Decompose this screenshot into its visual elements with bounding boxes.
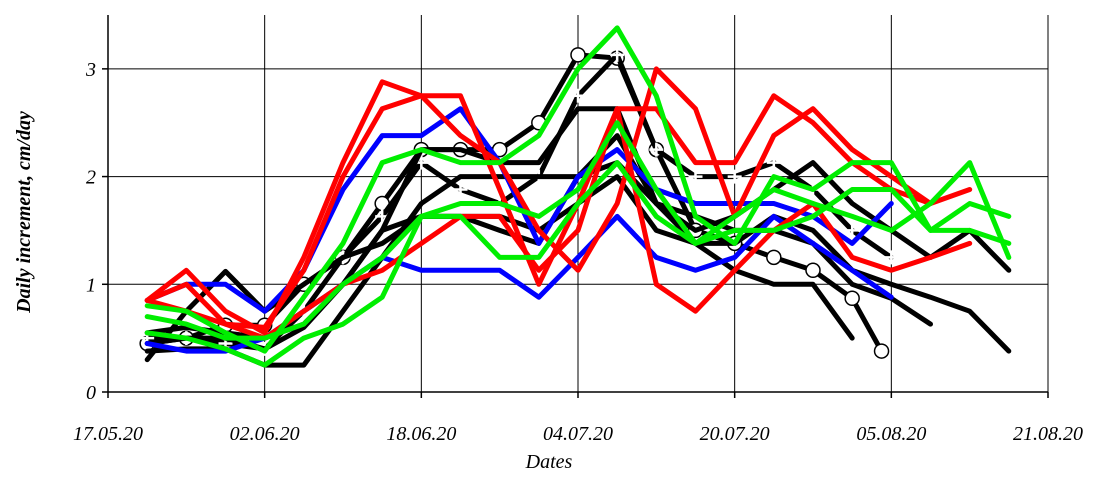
data-point-plus [571,88,585,103]
series-12 [144,25,1012,354]
data-point-plus [845,223,860,238]
series-7 [144,106,894,314]
series-line [144,25,1012,354]
x-tick-label: 21.08.20 [1013,423,1083,445]
y-tick-label: 3 [85,59,96,81]
data-point-circle [873,343,890,359]
x-tick-label: 05.08.20 [856,423,926,445]
data-point-circle [844,290,860,307]
x-axis-title: Dates [525,451,573,473]
y-tick-label: 2 [86,167,96,189]
data-point-plus [884,250,899,265]
series-13 [144,120,1012,368]
series-line [144,160,933,368]
x-tick-label: 17.05.20 [73,423,143,445]
series-line [144,66,933,330]
x-tick-label: 18.06.20 [386,423,456,445]
series-10 [144,66,933,330]
data-point-plus [649,142,664,157]
data-point-circle [570,47,586,63]
data-point-plus [766,155,781,170]
data-point-plus [727,169,742,184]
series-line [144,120,1012,368]
data-point-circle [766,249,782,266]
series-4 [144,160,933,368]
x-tick-label: 04.07.20 [543,423,613,445]
series-14 [144,160,1012,341]
tick-labels: 17.05.20 02.06.20 18.06.20 04.07.20 20.07.20… [73,59,1083,445]
y-axis-title: Daily increment, cm/day [13,111,35,314]
x-tick-label: 20.07.20 [700,423,770,445]
data-point-circle [805,262,821,279]
y-tick-label: 1 [86,274,96,296]
y-tick-label: 0 [86,382,96,404]
data-point-plus [453,182,468,197]
series-line [144,106,894,314]
x-tick-label: 02.06.20 [230,423,300,445]
axes [102,15,1049,398]
series-line [144,160,1012,341]
data-point-plus [688,169,703,184]
data-point-plus [610,47,625,62]
series-layer [139,25,1012,368]
